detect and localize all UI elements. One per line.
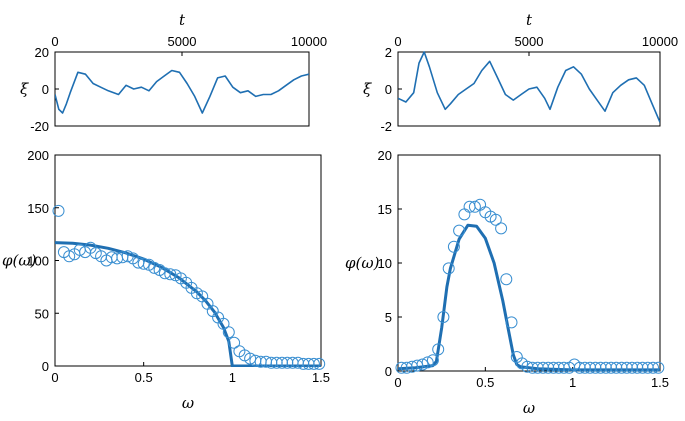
spec-left-xtick-label: 0.5: [135, 370, 153, 385]
spec-left-data-point: [222, 326, 235, 339]
spec-right-data-point: [432, 343, 445, 356]
ts-left-axes-frame: [54, 51, 310, 127]
spec-left-data-point: [63, 250, 76, 263]
spec-left-ytick-label: 100: [27, 254, 49, 269]
spec-right-ytick-label: 0: [385, 364, 392, 379]
ts-right-ytick-label: -2: [380, 119, 392, 134]
ts-left-xlabel: t: [179, 11, 186, 29]
spec-right-data-point: [447, 240, 460, 253]
spec-left-data-point: [164, 268, 177, 281]
spec-right-xtick-label: 0: [394, 375, 401, 390]
spec-right-xtick-label: 1: [569, 375, 576, 390]
ts-right-xtick-label: 0: [394, 34, 401, 49]
ts-right-xtick-label: 5000: [515, 34, 544, 49]
spec-right-fit-curve: [398, 223, 660, 372]
ts-left-xtick-label: 5000: [168, 34, 197, 49]
spec-right-data-point: [599, 361, 612, 374]
spec-left-data-point: [307, 357, 320, 370]
spec-right-ytick-label: 20: [378, 148, 392, 163]
spec-right-data-point: [647, 361, 659, 374]
ts-left-ytick-label: -20: [30, 119, 49, 134]
spec-right-data-point: [500, 273, 513, 286]
ts-left-xtick-label: 0: [51, 34, 58, 49]
ts-left-ylabel: ξ: [20, 80, 29, 98]
spec-left-ytick-label: 50: [35, 306, 49, 321]
ts-right-ytick-label: 2: [385, 45, 392, 60]
spec-right-data-point: [453, 224, 466, 237]
spec-right-data-point: [505, 316, 518, 329]
spec-left-ytick-label: 0: [42, 359, 49, 374]
spec-right-data-point: [421, 356, 434, 369]
spec-left-fit-curve: [55, 241, 321, 367]
spec-right-data-point: [416, 358, 429, 371]
spec-left-data-point: [121, 250, 134, 263]
spec-right-data-point: [547, 361, 560, 374]
spec-right-ytick-label: 10: [378, 256, 392, 271]
spec-right-data-point: [468, 200, 481, 213]
spec-right-xlabel: ω: [523, 399, 535, 417]
spec-right-data-point: [458, 208, 471, 221]
ts-right-series-line: [398, 51, 660, 123]
spec-right-ytick-label: 5: [385, 310, 392, 325]
spec-left-ytick-label: 200: [27, 148, 49, 163]
spec-left-data-point: [313, 357, 326, 370]
spec-right-data-point: [573, 361, 586, 374]
ts-right-ylabel: ξ: [363, 80, 372, 98]
spec-left-ytick-label: 150: [27, 201, 49, 216]
spec-left-xtick-label: 0: [51, 370, 58, 385]
spec-left-xlabel: ω: [182, 394, 194, 412]
spec-left-data-point: [228, 336, 241, 349]
ts-left-series-line: [55, 69, 309, 114]
spec-right-xtick-label: 1.5: [651, 375, 669, 390]
spec-left-data-point: [148, 261, 161, 274]
spec-right-data-point: [652, 361, 665, 374]
ts-right-xlabel: t: [526, 11, 533, 29]
spec-left-data-point: [244, 352, 257, 365]
ts-left-ytick-label: 0: [42, 82, 49, 97]
spec-right-ylabel: φ(ω): [345, 254, 380, 272]
ts-left-ytick-label: 20: [35, 45, 49, 60]
ts-right-ytick-label: 0: [385, 82, 392, 97]
spec-right-xtick-label: 0.5: [476, 375, 494, 390]
spec-left-data-point: [137, 257, 150, 270]
ts-right-xtick-label: 10000: [642, 34, 678, 49]
spec-left-panel: 0 0.5 1 1.5 0 50 100 150 200 ω φ(ω): [2, 148, 330, 412]
ts-left-xtick-label: 10000: [291, 34, 327, 49]
spec-left-xtick-label: 1.5: [312, 370, 330, 385]
spec-left-ylabel: φ(ω): [2, 252, 37, 270]
spec-left-xtick-label: 1: [229, 370, 236, 385]
spec-left-data-point: [217, 317, 230, 330]
spec-right-axes-frame: [397, 154, 661, 372]
spec-right-ytick-label: 15: [378, 202, 392, 217]
spec-left-axes-frame: [54, 154, 322, 367]
spec-left-data-point: [52, 204, 65, 217]
spec-right-data-point: [437, 311, 450, 323]
spec-right-data-point: [426, 354, 439, 367]
spec-right-data-point: [442, 262, 455, 275]
spec-right-panel: 0 0.5 1 1.5 0 5 10 15 20 ω φ(ω): [345, 148, 669, 417]
spec-right-data-point: [495, 222, 508, 235]
spec-right-data-point: [626, 361, 639, 374]
spec-right-data-point: [489, 213, 502, 226]
